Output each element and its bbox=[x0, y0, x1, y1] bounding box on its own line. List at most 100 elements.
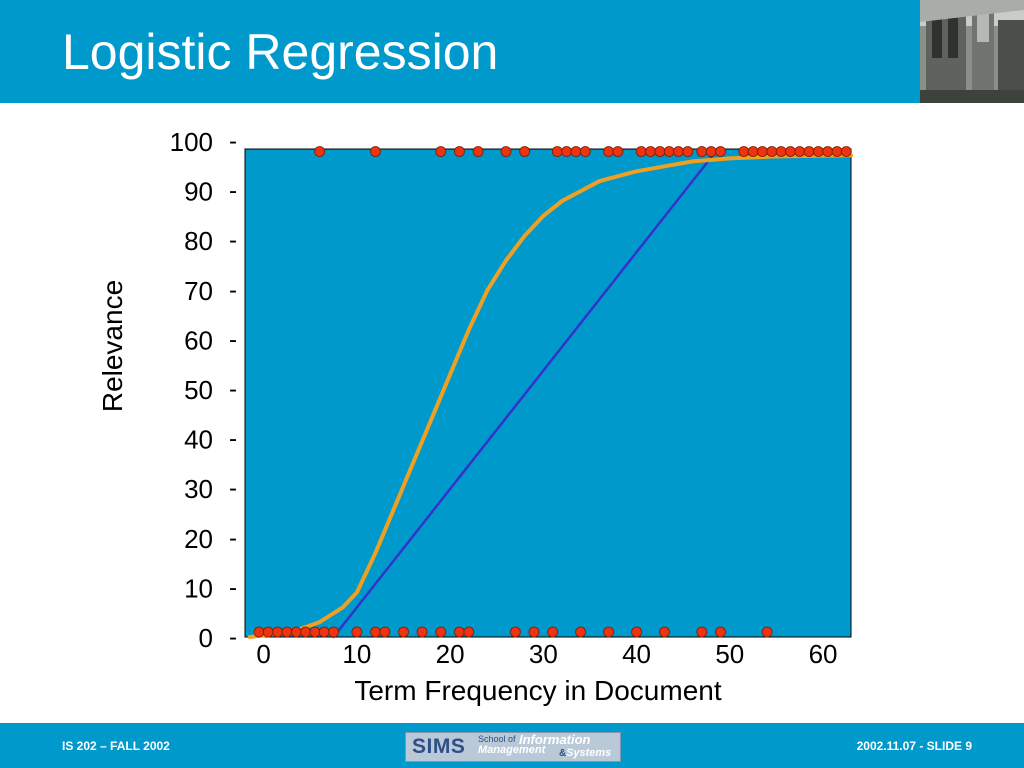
data-point bbox=[631, 626, 642, 638]
data-point bbox=[262, 626, 274, 638]
data-point bbox=[635, 146, 647, 157]
data-point bbox=[663, 146, 675, 157]
x-axis-label: Term Frequency in Document bbox=[354, 675, 721, 706]
y-tick-label: 60 bbox=[184, 325, 213, 355]
x-tick-label: 30 bbox=[529, 639, 558, 669]
sims-logo: SIMS School of Information Management & … bbox=[405, 732, 621, 762]
data-point bbox=[519, 146, 531, 157]
linear-fit-line bbox=[332, 150, 718, 639]
data-point bbox=[351, 626, 363, 638]
data-point bbox=[290, 626, 302, 638]
data-point bbox=[398, 626, 409, 638]
data-point bbox=[659, 626, 670, 638]
x-tick-label: 50 bbox=[715, 639, 744, 669]
chart-marks bbox=[247, 146, 853, 639]
data-point bbox=[281, 626, 293, 638]
y-tick-dash: - bbox=[229, 574, 237, 601]
data-point bbox=[528, 626, 540, 638]
data-point bbox=[300, 626, 312, 638]
y-tick-dash: - bbox=[229, 426, 237, 453]
x-tick-label: 0 bbox=[256, 639, 270, 669]
data-point bbox=[570, 146, 582, 157]
y-tick-label: 100 bbox=[170, 127, 213, 157]
data-point bbox=[682, 146, 694, 157]
data-point bbox=[463, 626, 475, 638]
data-point bbox=[318, 626, 330, 638]
data-point bbox=[696, 626, 708, 638]
y-tick-dash: - bbox=[229, 475, 237, 502]
logistic-fit-curve bbox=[247, 153, 853, 639]
y-tick-dash: - bbox=[229, 128, 237, 155]
y-tick-dash: - bbox=[229, 326, 237, 353]
data-point bbox=[785, 146, 796, 157]
x-tick-label: 40 bbox=[622, 639, 651, 669]
y-tick-dash: - bbox=[229, 376, 237, 403]
data-point bbox=[705, 146, 717, 157]
data-point bbox=[822, 146, 834, 157]
data-point bbox=[547, 626, 559, 638]
data-point bbox=[673, 146, 684, 157]
logo-systems-text: Systems bbox=[566, 747, 612, 759]
logo-information-text: Information bbox=[519, 732, 591, 747]
data-point bbox=[272, 626, 284, 638]
data-point bbox=[309, 626, 321, 638]
plot-background bbox=[244, 148, 852, 638]
data-point bbox=[738, 146, 750, 157]
logo-sims-text: SIMS bbox=[412, 735, 466, 758]
y-tick-dash: - bbox=[229, 525, 237, 552]
y-tick-label: 40 bbox=[184, 425, 213, 455]
data-point bbox=[453, 626, 465, 638]
data-point bbox=[314, 146, 326, 157]
logo-ampersand-text: & bbox=[559, 748, 567, 759]
data-point bbox=[416, 626, 428, 638]
course-label: IS 202 – FALL 2002 bbox=[62, 739, 170, 753]
data-point bbox=[253, 626, 265, 638]
y-tick-dash: - bbox=[229, 227, 237, 254]
data-point bbox=[761, 626, 773, 638]
data-point bbox=[510, 626, 521, 638]
logo-school-of-text: School of bbox=[478, 734, 516, 744]
data-point bbox=[370, 146, 381, 157]
data-point bbox=[561, 146, 572, 157]
y-tick-label: 10 bbox=[184, 573, 213, 603]
y-tick-dash: - bbox=[229, 178, 237, 205]
y-tick-label: 0 bbox=[199, 623, 213, 653]
data-point bbox=[453, 146, 465, 157]
data-point bbox=[379, 626, 391, 638]
y-tick-label: 50 bbox=[184, 375, 213, 405]
data-point bbox=[840, 146, 852, 157]
y-axis-ticks: 0 -10 -20 -30 -40 -50 -60 -70 -80 -90 -100- bbox=[170, 127, 237, 653]
y-axis-label: Relevance bbox=[97, 280, 128, 412]
y-tick-label: 70 bbox=[184, 276, 213, 306]
data-point bbox=[696, 146, 708, 157]
footer: IS 202 – FALL 2002 SIMS School of Inform… bbox=[0, 723, 1024, 768]
data-point bbox=[654, 146, 666, 157]
y-tick-label: 30 bbox=[184, 474, 213, 504]
data-point bbox=[435, 626, 447, 638]
x-tick-label: 60 bbox=[809, 639, 838, 669]
slide-title: Logistic Regression bbox=[62, 24, 499, 80]
y-tick-label: 80 bbox=[184, 226, 213, 256]
data-point bbox=[603, 146, 614, 157]
logo-management-text: Management bbox=[478, 744, 546, 756]
building-photo bbox=[920, 0, 1024, 103]
data-point bbox=[803, 146, 815, 157]
data-point bbox=[715, 626, 726, 638]
data-point bbox=[813, 146, 824, 157]
data-point bbox=[747, 146, 759, 157]
data-point bbox=[757, 146, 768, 157]
data-point bbox=[575, 626, 586, 638]
data-point bbox=[579, 146, 591, 157]
logistic-regression-chart: 0 -10 -20 -30 -40 -50 -60 -70 -80 -90 -100- 0 10 20 3… bbox=[97, 127, 853, 706]
data-point bbox=[775, 146, 787, 157]
data-point bbox=[766, 146, 778, 157]
y-tick-dash: - bbox=[229, 624, 237, 651]
y-tick-label: 90 bbox=[184, 177, 213, 207]
x-axis-ticks: 0 10 20 30 40 50 60 bbox=[256, 639, 837, 669]
data-point bbox=[715, 146, 726, 157]
y-tick-label: 20 bbox=[184, 524, 213, 554]
x-tick-label: 10 bbox=[342, 639, 371, 669]
slide-number-label: 2002.11.07 - SLIDE 9 bbox=[856, 739, 972, 753]
data-point bbox=[551, 146, 563, 157]
data-point bbox=[612, 146, 624, 157]
